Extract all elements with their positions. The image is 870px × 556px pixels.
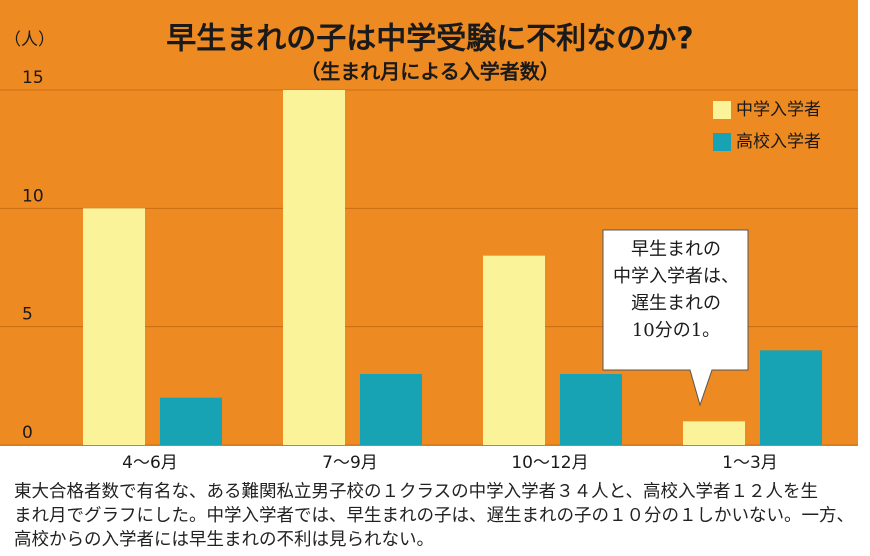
x-tick-label: 1〜3月 xyxy=(722,453,778,473)
annotation-line: 10分の1。 xyxy=(632,320,720,341)
x-tick-label: 10〜12月 xyxy=(511,453,588,473)
annotation-line: 中学入学者は、 xyxy=(613,266,739,287)
callout-box xyxy=(602,229,749,407)
annotation-line: 早生まれの xyxy=(631,239,721,260)
y-tick-label: 0 xyxy=(22,423,33,443)
legend-label: 中学入学者 xyxy=(736,100,821,120)
chart-subtitle: （生まれ月による入学者数） xyxy=(300,60,559,84)
legend-label: 高校入学者 xyxy=(736,132,821,152)
legend-swatch xyxy=(713,133,731,151)
legend-swatch xyxy=(713,101,731,119)
y-tick-label: 5 xyxy=(22,305,33,325)
y-tick-label: 15 xyxy=(22,68,44,88)
bar xyxy=(483,255,545,445)
bar xyxy=(283,90,345,445)
bar xyxy=(360,374,422,445)
bar xyxy=(560,374,622,445)
bar xyxy=(760,350,822,445)
chart: 早生まれの子は中学受験に不利なのか? （生まれ月による入学者数） （人） 0 5 1… xyxy=(0,0,858,473)
chart-title: 早生まれの子は中学受験に不利なのか? xyxy=(166,22,693,57)
bar xyxy=(83,208,145,445)
x-tick-label: 7〜9月 xyxy=(322,453,378,473)
caption-line: 高校からの入学者には早生まれの不利は見られない。 xyxy=(14,530,434,550)
bar xyxy=(160,397,222,445)
caption-line: 東大合格者数で有名な、ある難関私立男子校の１クラスの中学入学者３４人と、高校入学… xyxy=(14,482,818,502)
y-tick-label: 10 xyxy=(22,186,44,206)
bar xyxy=(683,421,745,445)
x-tick-label: 4〜6月 xyxy=(122,453,178,473)
y-axis-label: （人） xyxy=(4,30,55,50)
caption: 東大合格者数で有名な、ある難関私立男子校の１クラスの中学入学者３４人と、高校入学… xyxy=(14,480,859,552)
annotation-line: 遅生まれの xyxy=(631,293,721,314)
caption-line: まれ月でグラフにした。中学入学者では、早生まれの子は、遅生まれの子の１０分の１し… xyxy=(14,506,854,526)
